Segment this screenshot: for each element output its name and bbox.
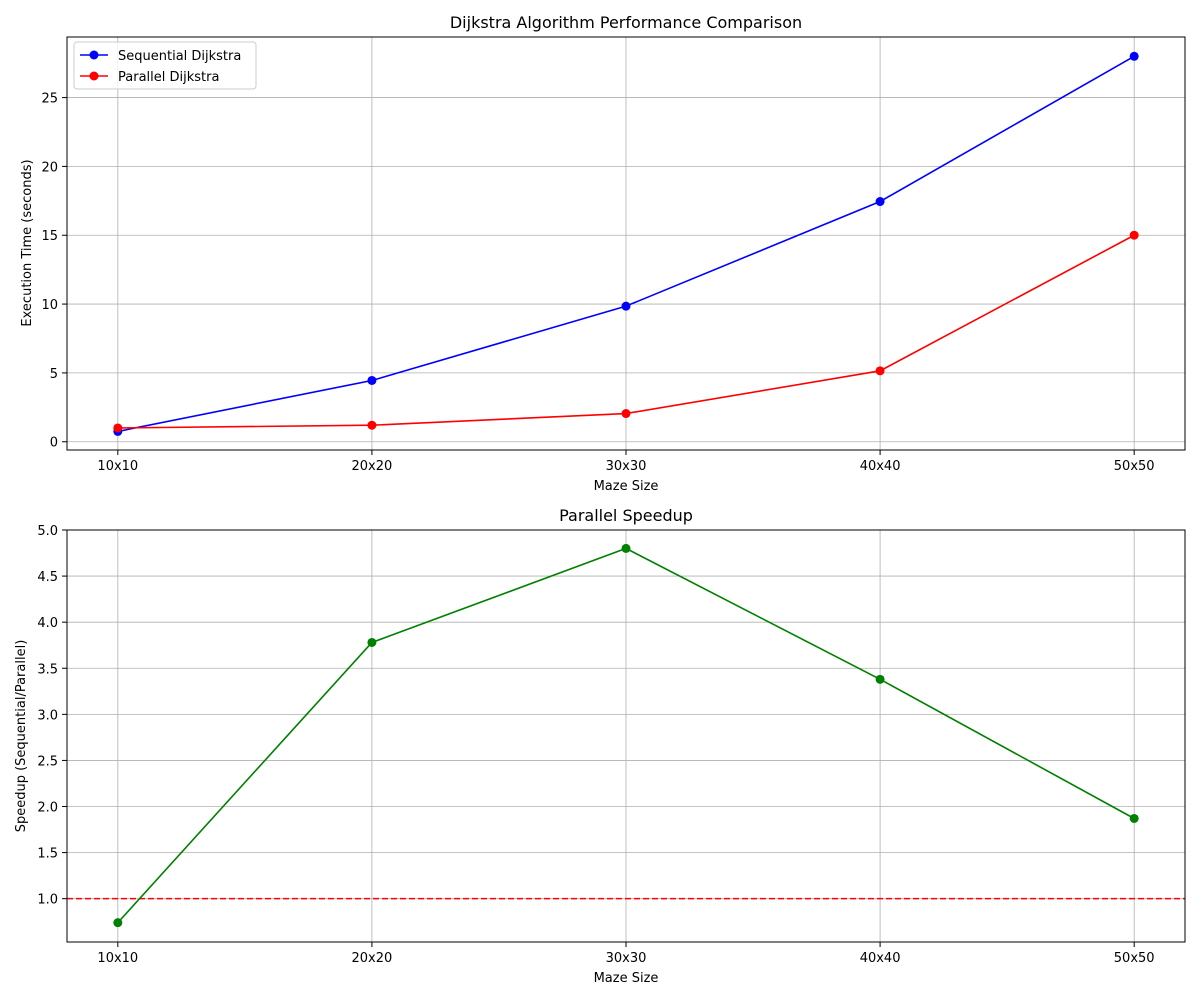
series-layer xyxy=(113,543,1139,928)
data-point-0-0 xyxy=(113,918,123,928)
data-point-0-4 xyxy=(1129,813,1139,823)
data-point-0-2 xyxy=(621,543,631,553)
y-tick-label: 2.5 xyxy=(37,754,58,769)
y-tick-label: 1.0 xyxy=(37,893,58,908)
data-point-0-1 xyxy=(367,375,377,385)
data-point-0-2 xyxy=(621,301,631,311)
ticks: 10x10 20x20 30x30 40x40 50x50 1.0 1.5 2.0 2.5 3.0… xyxy=(37,524,1154,966)
data-point-1-4 xyxy=(1129,230,1139,240)
data-point-0-1 xyxy=(367,637,377,647)
x-tick-label: 20x20 xyxy=(352,951,393,966)
chart-title: Parallel Speedup xyxy=(559,506,693,525)
data-point-1-1 xyxy=(367,420,377,430)
y-tick-label: 5 xyxy=(50,367,58,382)
y-tick-label: 15 xyxy=(41,229,58,244)
x-axis-label: Maze Size xyxy=(594,479,659,494)
y-tick-label: 4.5 xyxy=(37,570,58,585)
legend-box xyxy=(73,41,257,90)
x-axis-label: Maze Size xyxy=(594,971,659,986)
legend-label-sequential: Sequential Dijkstra xyxy=(118,49,241,64)
x-tick-label: 40x40 xyxy=(860,459,901,474)
x-tick-label: 50x50 xyxy=(1114,459,1155,474)
y-tick-label: 0 xyxy=(50,436,58,451)
data-point-1-2 xyxy=(621,409,631,419)
x-tick-label: 10x10 xyxy=(97,459,138,474)
data-point-0-4 xyxy=(1129,51,1139,61)
series-layer xyxy=(113,51,1139,436)
x-tick-label: 20x20 xyxy=(352,459,393,474)
x-tick-label: 40x40 xyxy=(860,951,901,966)
y-tick-label: 5.0 xyxy=(37,524,58,539)
execution-time-chart: Dijkstra Algorithm Performance Compariso… xyxy=(20,13,1186,494)
legend-label-parallel: Parallel Dijkstra xyxy=(118,70,219,85)
data-point-1-3 xyxy=(875,366,885,376)
x-tick-label: 10x10 xyxy=(97,951,138,966)
y-tick-label: 2.0 xyxy=(37,801,58,816)
y-tick-label: 3.0 xyxy=(37,708,58,723)
x-tick-label: 50x50 xyxy=(1114,951,1155,966)
x-tick-label: 30x30 xyxy=(606,459,647,474)
y-axis-label: Speedup (Sequential/Parallel) xyxy=(14,640,29,833)
legend: Sequential Dijkstra Parallel Dijkstra xyxy=(73,41,257,90)
y-tick-label: 25 xyxy=(41,92,58,107)
y-tick-label: 10 xyxy=(41,298,58,313)
y-tick-label: 20 xyxy=(41,160,58,175)
data-point-0-3 xyxy=(875,674,885,684)
grid xyxy=(67,529,1185,942)
y-tick-label: 1.5 xyxy=(37,847,58,862)
ticks: 10x10 20x20 30x30 40x40 50x50 0 5 10 15 20 25 xyxy=(41,92,1154,474)
legend-marker-sequential xyxy=(89,50,99,60)
y-axis-label: Execution Time (seconds) xyxy=(20,159,35,326)
data-point-0-3 xyxy=(875,197,885,207)
speedup-chart: Parallel Speedup Maze Size Speedup (Sequ… xyxy=(14,506,1186,986)
y-tick-label: 4.0 xyxy=(37,616,58,631)
x-tick-label: 30x30 xyxy=(606,951,647,966)
chart-title: Dijkstra Algorithm Performance Compariso… xyxy=(450,13,802,32)
y-tick-label: 3.5 xyxy=(37,662,58,677)
data-point-1-0 xyxy=(113,423,123,433)
legend-marker-parallel xyxy=(89,71,99,81)
